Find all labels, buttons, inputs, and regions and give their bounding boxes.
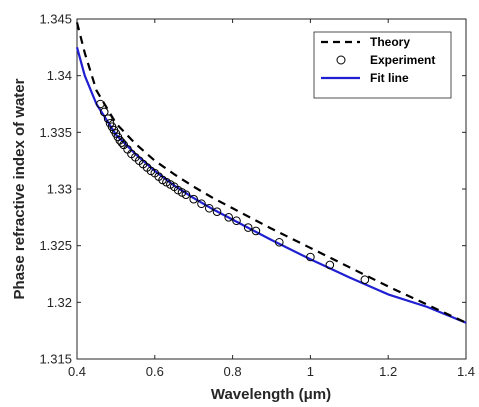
y-tick-label: 1.33 (47, 182, 72, 197)
legend-experiment-label: Experiment (370, 53, 435, 67)
x-tick-label: 1.4 (457, 364, 475, 379)
experiment-point (274, 237, 284, 247)
theory-series-line (75, 22, 467, 324)
y-tick-label: 1.32 (47, 295, 72, 310)
y-tick-label: 1.345 (39, 12, 72, 27)
experiment-point (224, 213, 234, 222)
x-tick-label: 1.2 (379, 364, 397, 379)
experiment-point (117, 138, 127, 147)
experiment-point (189, 194, 198, 204)
x-axis-label: Wavelength (μm) (211, 386, 331, 403)
legend-theory-label: Theory (370, 35, 410, 49)
experiment-point (325, 260, 335, 270)
legend-experiment-swatch (336, 55, 346, 65)
series-layer (75, 22, 467, 324)
x-tick-label: 0.8 (224, 364, 242, 379)
experiment-point (232, 216, 241, 226)
experiment-point (99, 107, 109, 117)
y-tick-label: 1.325 (39, 238, 72, 253)
y-tick-label: 1.34 (47, 68, 72, 83)
legend-fit-line-label: Fit line (370, 71, 409, 85)
experiment-point (204, 203, 214, 213)
y-axis-label: Phase refractive index of water (11, 78, 28, 299)
x-axis: 0.4 0.6 0.8 1 1.2 1.4 (68, 19, 475, 379)
fit-line-series-line (75, 47, 467, 324)
experiment-point (96, 99, 105, 109)
x-tick-label: 0.4 (68, 364, 86, 379)
experiment-point (251, 226, 261, 236)
experiment-point (212, 207, 222, 216)
experiment-point (181, 190, 191, 199)
y-axis: 1.315 1.32 1.325 1.33 1.335 1.34 1.345 (39, 12, 466, 367)
experiment-point (306, 252, 315, 262)
experiment-point (103, 114, 113, 124)
x-tick-label: 0.6 (146, 364, 164, 379)
y-tick-label: 1.335 (39, 125, 72, 140)
experiment-point (243, 223, 253, 232)
experiment-point (360, 275, 370, 284)
x-tick-label: 1 (307, 364, 314, 379)
legend: Theory Experiment Fit line (313, 31, 452, 99)
y-tick-label: 1.315 (39, 352, 72, 367)
experiment-point (197, 199, 206, 209)
